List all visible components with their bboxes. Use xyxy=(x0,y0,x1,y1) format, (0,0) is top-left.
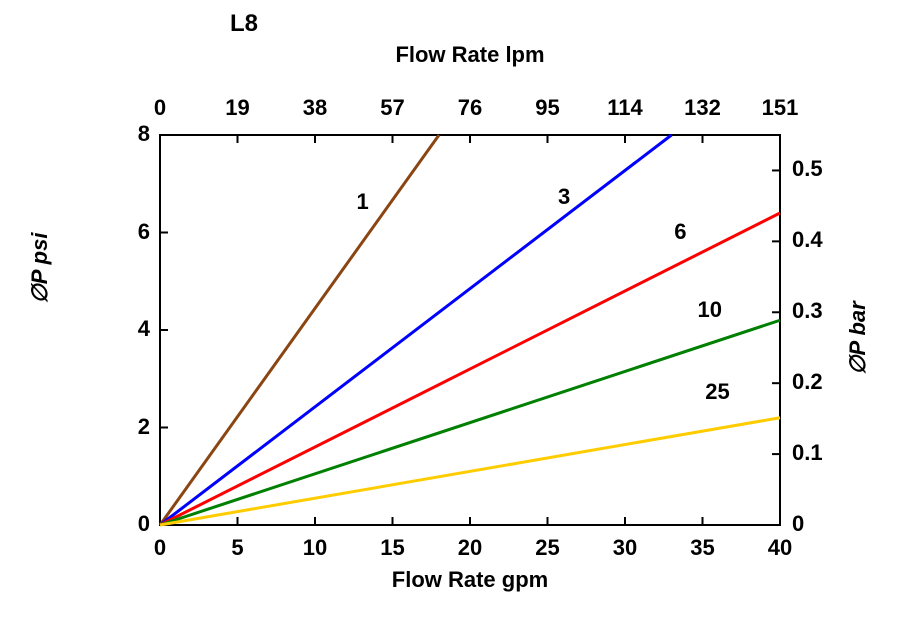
x-top-tick: 151 xyxy=(750,95,810,121)
x-bottom-tick: 20 xyxy=(445,535,495,561)
y-right-tick: 0 xyxy=(792,511,842,537)
x-top-tick: 38 xyxy=(285,95,345,121)
series-label: 3 xyxy=(558,184,570,210)
chart-container: L8 Flow Rate lpm Flow Rate gpm ∅P psi ∅P bar… xyxy=(0,0,900,644)
y-right-tick: 0.1 xyxy=(792,440,842,466)
y-left-tick: 6 xyxy=(110,219,150,245)
y-left-axis-label: ∅P psi xyxy=(27,208,53,328)
x-bottom-tick: 35 xyxy=(678,535,728,561)
y-right-tick: 0.4 xyxy=(792,227,842,253)
chart-title: L8 xyxy=(230,10,258,38)
x-top-axis-label: Flow Rate lpm xyxy=(160,42,780,68)
y-right-tick: 0.5 xyxy=(792,156,842,182)
y-right-tick: 0.2 xyxy=(792,369,842,395)
series-label: 6 xyxy=(674,219,686,245)
y-right-tick: 0.3 xyxy=(792,298,842,324)
series-label: 1 xyxy=(357,189,369,215)
x-bottom-tick: 30 xyxy=(600,535,650,561)
x-bottom-tick: 0 xyxy=(135,535,185,561)
x-bottom-tick: 25 xyxy=(523,535,573,561)
x-top-tick: 19 xyxy=(208,95,268,121)
x-bottom-tick: 40 xyxy=(755,535,805,561)
series-label: 10 xyxy=(698,297,722,323)
x-bottom-tick: 5 xyxy=(213,535,263,561)
x-top-tick: 95 xyxy=(518,95,578,121)
x-top-tick: 132 xyxy=(673,95,733,121)
x-top-tick: 0 xyxy=(130,95,190,121)
x-top-tick: 114 xyxy=(595,95,655,121)
y-left-tick: 2 xyxy=(110,414,150,440)
y-left-tick: 8 xyxy=(110,121,150,147)
y-right-axis-label: ∅P bar xyxy=(845,278,871,398)
y-left-tick: 4 xyxy=(110,316,150,342)
series-label: 25 xyxy=(705,379,729,405)
x-bottom-axis-label: Flow Rate gpm xyxy=(160,567,780,593)
y-left-tick: 0 xyxy=(110,511,150,537)
x-top-tick: 76 xyxy=(440,95,500,121)
x-bottom-tick: 15 xyxy=(368,535,418,561)
x-top-tick: 57 xyxy=(363,95,423,121)
x-bottom-tick: 10 xyxy=(290,535,340,561)
